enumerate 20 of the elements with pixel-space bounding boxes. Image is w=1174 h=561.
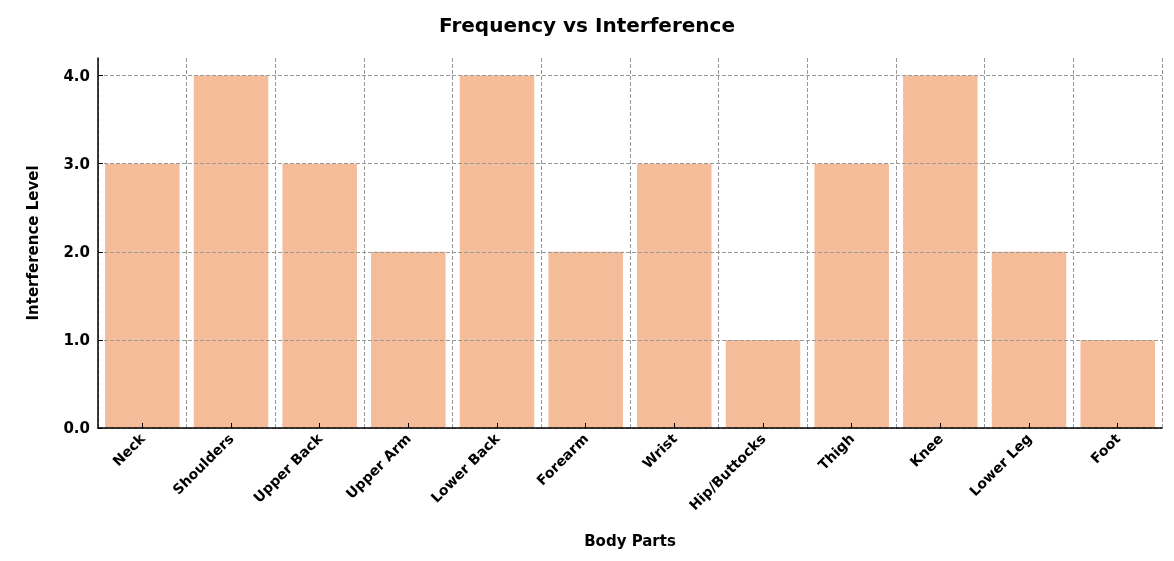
y-tick-label: 1.0 [63,330,90,349]
y-tick-label: 3.0 [63,154,90,173]
bar [548,251,623,428]
bar [193,75,269,428]
bar [371,251,446,428]
bar [637,163,712,428]
bar [903,75,978,428]
x-axis-title: Body Parts [584,531,676,550]
y-tick-label: 0.0 [63,419,90,437]
bar [459,75,535,428]
bar [282,163,357,428]
bar [105,163,180,428]
y-tick-label: 2.0 [63,242,90,261]
bar [725,339,801,428]
chart-title: Frequency vs Interference [439,13,735,37]
y-axis-title: Interference Level [23,165,42,321]
bar [1080,339,1155,428]
bar [991,251,1067,428]
bar [814,163,889,428]
y-tick-label: 4.0 [63,66,90,85]
